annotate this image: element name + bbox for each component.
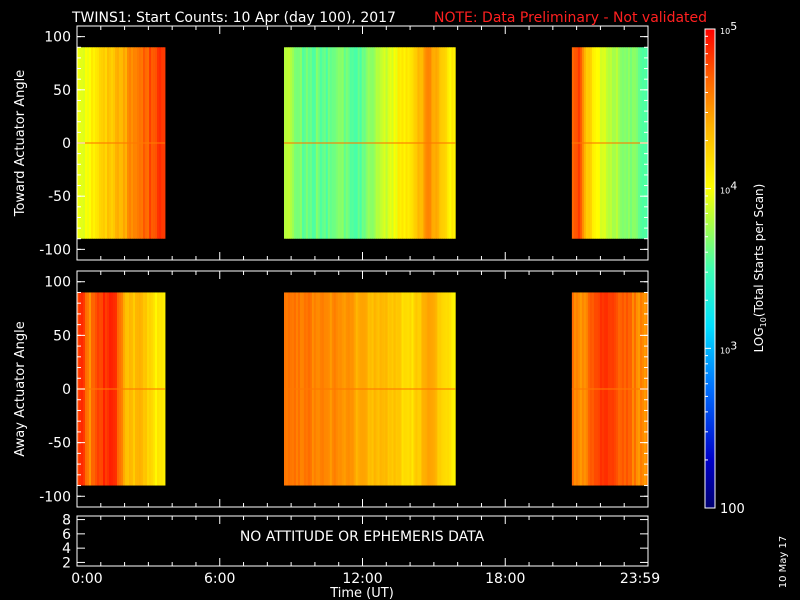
zero-angle-band — [77, 388, 166, 390]
zero-angle-band — [77, 142, 166, 144]
y-tick-label: -50 — [48, 189, 71, 205]
away-heatmap-cells — [77, 292, 649, 486]
y-tick-label: -100 — [39, 489, 71, 505]
date-stamp: 10 May 17 — [778, 536, 789, 588]
zero-angle-band — [571, 388, 648, 390]
y-tick-label: 100 — [44, 30, 71, 46]
colorbar-label-sub: 10 — [759, 317, 768, 327]
y-tick-label: 4 — [62, 541, 71, 557]
x-tick-label: 6:00 — [204, 571, 235, 587]
x-tick-label: 23:59 — [620, 571, 660, 587]
y-tick-label: -100 — [39, 242, 71, 258]
y-tick-label: 100 — [44, 275, 71, 291]
colorbar-tick-label: 105 — [720, 20, 737, 36]
y-tick-label: 6 — [62, 527, 71, 543]
colorbar-tick-exponent: 5 — [730, 20, 737, 33]
colorbar-tick-exponent: 4 — [730, 180, 737, 193]
y-tick-label: 50 — [53, 83, 71, 99]
zero-angle-band — [571, 142, 648, 144]
colorbar-label: LOG10(Total Starts per Scan) — [752, 184, 768, 353]
away-panel: 100 50 0 -50 -100 Away Actuator Angle — [13, 270, 649, 508]
x-ticks: 0:00 6:00 12:00 18:00 23:59 — [71, 26, 660, 587]
colorbar-tick-base: 10 — [720, 346, 730, 355]
toward-y-label: Toward Actuator Angle — [13, 70, 28, 217]
x-axis-label: Time (UT) — [329, 586, 394, 600]
y-tick-label: 50 — [53, 328, 71, 344]
colorbar-gradient — [705, 29, 715, 508]
colorbar-label-prefix: LOG — [752, 327, 766, 352]
colorbar-tick-label: 100 — [720, 502, 745, 517]
toward-heatmap-cells — [77, 47, 649, 239]
colorbar-tick-exponent: 3 — [730, 339, 737, 352]
zero-angle-band — [283, 142, 456, 144]
colorbar-label-suffix: (Total Starts per Scan) — [752, 184, 766, 318]
data-note: NOTE: Data Preliminary - Not validated — [434, 10, 707, 26]
colorbar-tick-base: 10 — [720, 187, 730, 196]
x-tick-label: 18:00 — [485, 571, 525, 587]
x-tick-label: 0:00 — [71, 571, 102, 587]
colorbar-tick-label: 103 — [720, 339, 737, 355]
away-y-ticks: 100 50 0 -50 -100 — [39, 275, 648, 505]
away-y-label: Away Actuator Angle — [13, 321, 28, 456]
y-tick-label: 0 — [62, 136, 71, 152]
colorbar-tick-label: 104 — [720, 180, 737, 196]
y-tick-label: 2 — [62, 555, 71, 571]
zero-angle-band — [283, 388, 456, 390]
y-tick-label: 0 — [62, 382, 71, 398]
chart-title: TWINS1: Start Counts: 10 Apr (day 100), … — [71, 10, 396, 26]
y-tick-label: 8 — [62, 513, 71, 529]
x-tick-label: 12:00 — [342, 571, 382, 587]
toward-panel: 100 50 0 -50 -100 Toward Actuator Angle — [13, 25, 649, 261]
y-tick-label: -50 — [48, 436, 71, 452]
colorbar-tick-base: 10 — [720, 27, 730, 36]
no-ephemeris-message: NO ATTITUDE OR EPHEMERIS DATA — [240, 529, 485, 545]
toward-y-ticks: 100 50 0 -50 -100 — [39, 30, 648, 258]
